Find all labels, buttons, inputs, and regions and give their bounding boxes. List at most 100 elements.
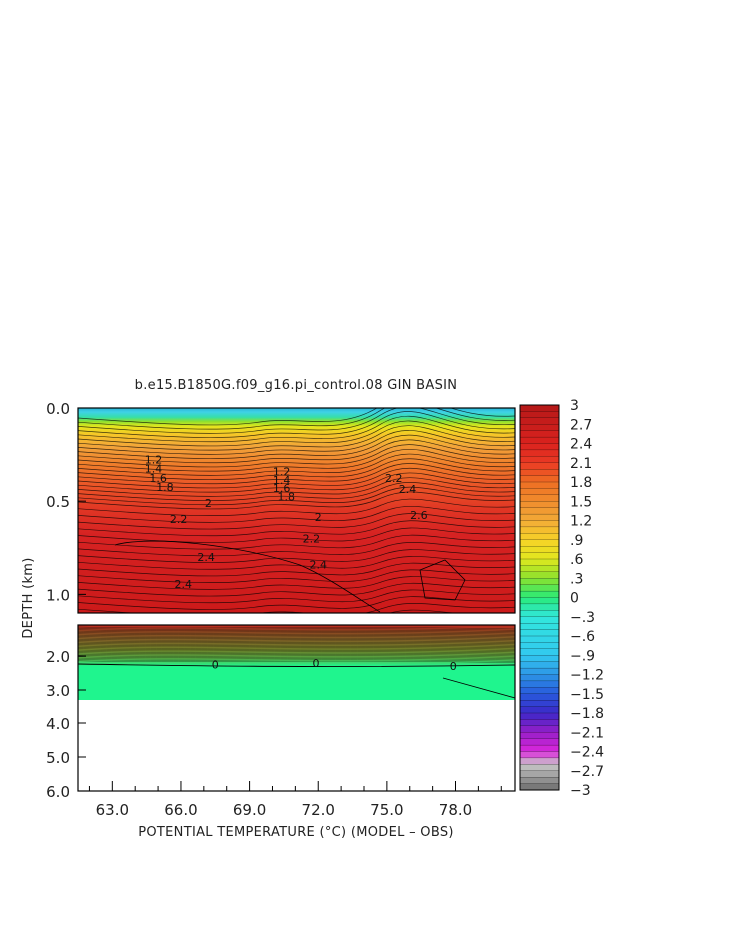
contour-line bbox=[78, 420, 515, 447]
colorbar-band bbox=[519, 481, 560, 489]
colorbar-band bbox=[519, 680, 560, 688]
colorbar-tick-label: 1.5 bbox=[570, 494, 592, 510]
colorbar-band bbox=[519, 411, 560, 419]
colorbar-band bbox=[519, 687, 560, 695]
colorbar: 3 2.7 2.4 2.1 1.8 1.5 1.2 .9 .6 .3 0 −.3 −.6 −.9 −1.2 −… bbox=[519, 398, 604, 799]
lower-y-tick-label: 2.0 bbox=[46, 648, 70, 666]
colorbar-band bbox=[519, 719, 560, 727]
colorbar-band bbox=[519, 424, 560, 432]
contour-line bbox=[78, 638, 515, 642]
colorbar-tick-label: .3 bbox=[570, 571, 583, 587]
contour-line bbox=[78, 636, 515, 639]
colorbar-tick-label: −2.7 bbox=[570, 764, 604, 780]
colorbar-band bbox=[519, 642, 560, 650]
contour-label: 2.2 bbox=[170, 513, 188, 526]
colorbar-band bbox=[519, 571, 560, 579]
lower-y-tick-label: 6.0 bbox=[46, 783, 70, 801]
contour-line bbox=[78, 556, 515, 570]
contour-line bbox=[78, 640, 515, 643]
contour-line bbox=[78, 562, 515, 577]
colorbar-band bbox=[519, 712, 560, 720]
colorbar-frame bbox=[519, 404, 560, 791]
contour-line bbox=[114, 540, 381, 613]
upper-y-tick-label: 1.0 bbox=[46, 586, 70, 604]
colorbar-tick-labels: 3 2.7 2.4 2.1 1.8 1.5 1.2 .9 .6 .3 0 −.3 −.6 −.9 −1.2 −… bbox=[570, 398, 604, 799]
lower-panel: 2.0 3.0 4.0 5.0 6.0 63.0 66.0 69.0 72.0 75.0 78.0 bbox=[46, 624, 516, 819]
colorbar-band bbox=[519, 494, 560, 502]
colorbar-band bbox=[519, 732, 560, 740]
colorbar-band bbox=[519, 475, 560, 483]
colorbar-band bbox=[519, 513, 560, 522]
contour-label: 1.4 bbox=[273, 474, 291, 487]
contour-line bbox=[78, 482, 515, 501]
chart-title: b.e15.B1850G.f09_g16.pi_control.08 GIN B… bbox=[135, 378, 458, 393]
contour-line bbox=[419, 559, 466, 601]
lower-panel-frame bbox=[77, 624, 516, 792]
colorbar-band bbox=[519, 623, 560, 631]
colorbar-band bbox=[519, 693, 560, 701]
colorbar-band bbox=[519, 764, 560, 772]
colorbar-band bbox=[519, 565, 560, 573]
colorbar-band bbox=[519, 578, 560, 586]
x-tick-label: 78.0 bbox=[439, 801, 472, 819]
contour-line bbox=[78, 408, 515, 430]
colorbar-band bbox=[519, 546, 560, 554]
contour-label: 1.2 bbox=[145, 453, 163, 466]
contour-line bbox=[78, 430, 515, 455]
contour-line bbox=[78, 463, 515, 485]
contour-line bbox=[388, 609, 460, 613]
contour-line bbox=[78, 569, 515, 584]
x-tick-label: 72.0 bbox=[302, 801, 335, 819]
y-axis-label: DEPTH (km) bbox=[21, 557, 36, 638]
contour-line bbox=[78, 498, 515, 517]
x-tick-label: 63.0 bbox=[96, 801, 129, 819]
colorbar-band bbox=[519, 777, 560, 785]
contour-label: 2 bbox=[315, 511, 322, 524]
lower-y-tick-label: 3.0 bbox=[46, 682, 70, 700]
contour-label: 2.4 bbox=[197, 551, 215, 564]
contour-label: 0 bbox=[450, 660, 457, 673]
contour-line bbox=[78, 576, 515, 590]
contour-label: 0 bbox=[212, 659, 219, 672]
contour-line bbox=[78, 659, 515, 662]
contour-line bbox=[78, 589, 515, 604]
colorbar-band bbox=[519, 751, 560, 759]
contour-line bbox=[78, 458, 515, 480]
colorbar-band bbox=[519, 610, 560, 618]
contour-label: 2.6 bbox=[410, 509, 428, 522]
contour-line bbox=[78, 630, 515, 634]
contour-line bbox=[78, 656, 515, 659]
colorbar-tick-label: 3 bbox=[570, 398, 579, 414]
colorbar-band bbox=[519, 648, 560, 656]
upper-panel-frame bbox=[77, 407, 516, 614]
colorbar-band bbox=[519, 667, 560, 676]
colorbar-tick-label: −2.1 bbox=[570, 725, 604, 741]
contour-label: 2.2 bbox=[303, 532, 321, 545]
contour-line bbox=[78, 411, 515, 438]
colorbar-tick-label: .9 bbox=[570, 533, 583, 549]
colorbar-band bbox=[519, 558, 560, 566]
colorbar-band bbox=[519, 744, 560, 753]
colorbar-tick-label: −3 bbox=[570, 783, 591, 799]
contour-line bbox=[78, 453, 515, 476]
colorbar-band bbox=[519, 526, 560, 534]
contour-label: 2.4 bbox=[309, 559, 327, 572]
contour-line bbox=[442, 677, 515, 699]
contour-line bbox=[78, 477, 515, 497]
colorbar-band bbox=[519, 597, 560, 605]
colorbar-band bbox=[519, 469, 560, 477]
colorbar-band bbox=[519, 552, 560, 560]
contour-line bbox=[78, 467, 515, 489]
colorbar-band bbox=[519, 738, 560, 746]
contour-line bbox=[78, 542, 515, 557]
colorbar-band bbox=[519, 430, 560, 438]
contour-line bbox=[78, 649, 515, 653]
contour-line bbox=[78, 491, 515, 510]
colorbar-band bbox=[519, 449, 560, 457]
contour-label: 2.4 bbox=[399, 483, 417, 496]
contour-line bbox=[78, 648, 515, 651]
colorbar-band bbox=[519, 507, 560, 515]
contour-line bbox=[78, 633, 515, 636]
contour-label: 1.8 bbox=[156, 481, 174, 494]
contour-line bbox=[78, 641, 515, 645]
